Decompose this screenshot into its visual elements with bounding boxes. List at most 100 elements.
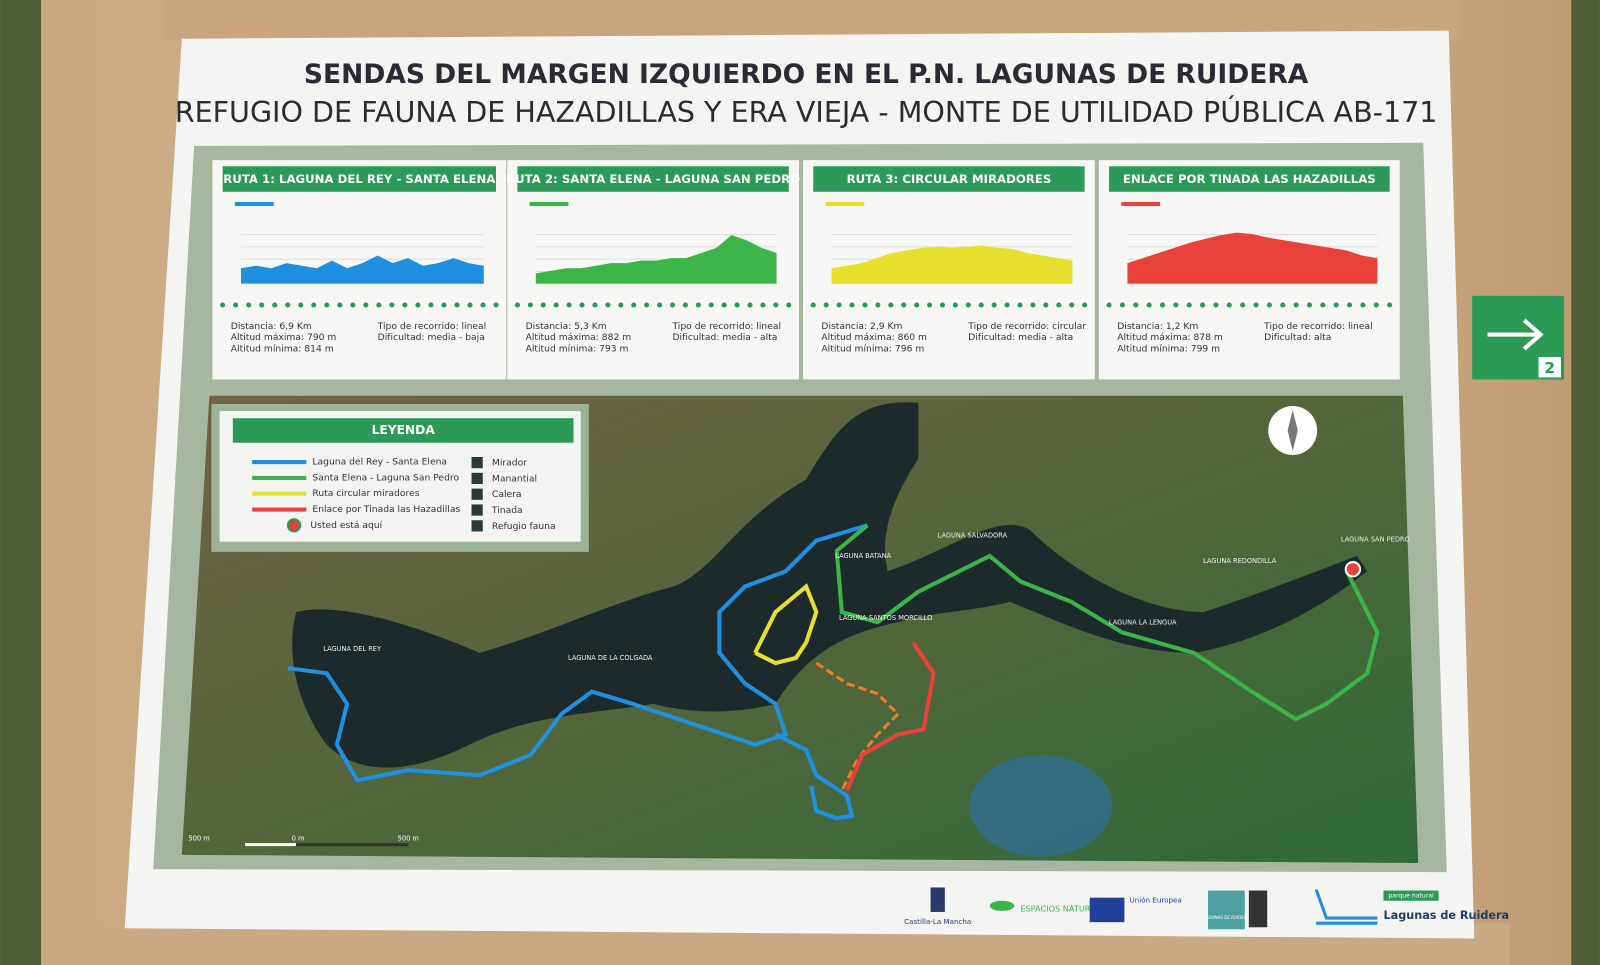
legend-symbol bbox=[471, 504, 483, 516]
route-info: Dificultad: alta bbox=[1264, 332, 1331, 343]
route-title: RUTA 3: CIRCULAR MIRADORES bbox=[847, 172, 1052, 186]
logos: Castilla-La Mancha ESPACIOS NATURALES Unió… bbox=[904, 887, 1509, 930]
dot-divider bbox=[1346, 302, 1353, 308]
dot-divider bbox=[1173, 302, 1179, 308]
dot-divider bbox=[1186, 302, 1192, 308]
map-label: LAGUNA SAN PEDRO bbox=[1341, 536, 1410, 544]
legend-symbol bbox=[471, 456, 483, 469]
legend-symbol bbox=[471, 520, 483, 532]
logo-text: Castilla-La Mancha bbox=[904, 917, 971, 926]
dot-divider bbox=[631, 302, 637, 308]
route-color-key bbox=[825, 201, 865, 207]
route-info: Altitud máxima: 878 m bbox=[1117, 332, 1223, 343]
lagoons-water bbox=[292, 402, 1368, 768]
route-info: Altitud mínima: 796 m bbox=[821, 343, 924, 354]
dot-divider bbox=[1043, 302, 1049, 308]
route-info: Distancia: 2,9 Km bbox=[821, 321, 902, 332]
dot-divider bbox=[786, 302, 792, 308]
dot-divider bbox=[1017, 302, 1023, 308]
dot-divider bbox=[1133, 302, 1139, 308]
route-4-line bbox=[845, 641, 936, 792]
dot-divider bbox=[952, 302, 958, 308]
dot-divider bbox=[760, 302, 766, 308]
route-info: Altitud máxima: 790 m bbox=[231, 332, 337, 343]
route-info: Tipo de recorrido: lineal bbox=[671, 321, 781, 332]
dot-divider bbox=[337, 302, 343, 308]
route-info: Dificultad: media - alta bbox=[968, 332, 1073, 343]
route-info: Altitud máxima: 860 m bbox=[821, 332, 927, 343]
dot-divider bbox=[1266, 302, 1272, 308]
dot-divider bbox=[1030, 302, 1036, 308]
dot-divider bbox=[553, 302, 559, 308]
dot-divider bbox=[1240, 302, 1246, 308]
dot-divider bbox=[246, 302, 252, 308]
dot-divider bbox=[441, 302, 447, 308]
dot-divider bbox=[682, 302, 688, 308]
map-label: LAGUNA DE LA COLGADA bbox=[568, 654, 653, 662]
route-info: Distancia: 6,9 Km bbox=[231, 321, 312, 332]
scale-label: 500 m bbox=[189, 835, 210, 843]
legend-title: LEYENDA bbox=[372, 423, 436, 437]
dot-divider bbox=[1082, 302, 1088, 308]
dot-divider bbox=[415, 302, 421, 308]
dot-divider bbox=[849, 302, 855, 308]
dot-divider bbox=[708, 302, 714, 308]
map-label: LAGUNA REDONDILLA bbox=[1203, 557, 1276, 565]
dot-divider bbox=[862, 302, 868, 308]
sign-number-box bbox=[1538, 357, 1561, 378]
route-info: Altitud mínima: 793 m bbox=[526, 343, 629, 354]
logo-icon bbox=[1208, 890, 1245, 930]
dot-divider bbox=[592, 302, 598, 308]
legend-symbol bbox=[471, 488, 483, 500]
dot-divider bbox=[1293, 302, 1299, 308]
route-info: Altitud mínima: 814 m bbox=[231, 343, 334, 354]
dot-divider bbox=[1004, 302, 1010, 308]
route-info: Distancia: 1,2 Km bbox=[1117, 321, 1198, 332]
dot-divider bbox=[810, 302, 816, 308]
logo-badge bbox=[1383, 890, 1439, 901]
dot-divider bbox=[1333, 302, 1339, 308]
dot-divider bbox=[734, 302, 740, 308]
arrow-icon bbox=[1487, 318, 1544, 351]
route-info: Altitud mínima: 799 m bbox=[1117, 343, 1220, 354]
dot-divider bbox=[1387, 302, 1393, 308]
dot-divider bbox=[914, 302, 920, 308]
dot-divider bbox=[1360, 302, 1366, 308]
dot-divider bbox=[259, 302, 265, 308]
legend-label: Ruta circular miradores bbox=[312, 488, 419, 499]
dot-divider bbox=[1159, 302, 1166, 308]
qr-code bbox=[1248, 890, 1268, 928]
logo-icon bbox=[989, 900, 1015, 911]
logo-text: Unión Europea bbox=[1129, 896, 1181, 905]
dot-divider bbox=[579, 302, 585, 308]
elevation-profile bbox=[831, 245, 1073, 284]
dot-divider bbox=[480, 302, 486, 308]
route-title: RUTA 2: SANTA ELENA - LAGUNA SAN PEDRO bbox=[506, 172, 800, 186]
dot-divider bbox=[721, 302, 727, 308]
compass-needle bbox=[1287, 410, 1298, 451]
dot-divider bbox=[657, 302, 663, 308]
route-info: Tipo de recorrido: lineal bbox=[1263, 321, 1373, 332]
dot-divider bbox=[836, 302, 842, 308]
legend-here-icon bbox=[286, 518, 302, 533]
elevation-profile bbox=[535, 235, 777, 284]
logo-icon bbox=[1314, 888, 1378, 925]
map-label: LAGUNA SANTOS MORCILLO bbox=[839, 614, 932, 622]
route-info: Tipo de recorrido: circular bbox=[967, 321, 1086, 332]
route-info: Altitud máxima: 882 m bbox=[526, 332, 632, 343]
dot-divider bbox=[773, 302, 779, 308]
route-color-key bbox=[234, 201, 274, 207]
dot-divider bbox=[540, 302, 546, 308]
dot-divider bbox=[566, 302, 572, 308]
dot-divider bbox=[298, 302, 304, 308]
dot-divider bbox=[493, 302, 499, 308]
dot-divider bbox=[618, 302, 624, 308]
dot-divider bbox=[1146, 302, 1152, 308]
dot-divider bbox=[220, 302, 226, 308]
dot-divider bbox=[233, 302, 239, 308]
dot-divider bbox=[965, 302, 971, 308]
dot-divider bbox=[363, 302, 369, 308]
dot-divider bbox=[939, 302, 946, 308]
logo-icon bbox=[930, 887, 945, 912]
dot-divider bbox=[467, 302, 473, 308]
